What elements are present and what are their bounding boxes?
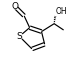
Circle shape <box>16 33 22 39</box>
Circle shape <box>52 8 59 15</box>
Text: S: S <box>17 32 22 41</box>
Text: OH: OH <box>56 7 67 16</box>
Text: O: O <box>11 2 18 11</box>
Circle shape <box>12 4 17 9</box>
